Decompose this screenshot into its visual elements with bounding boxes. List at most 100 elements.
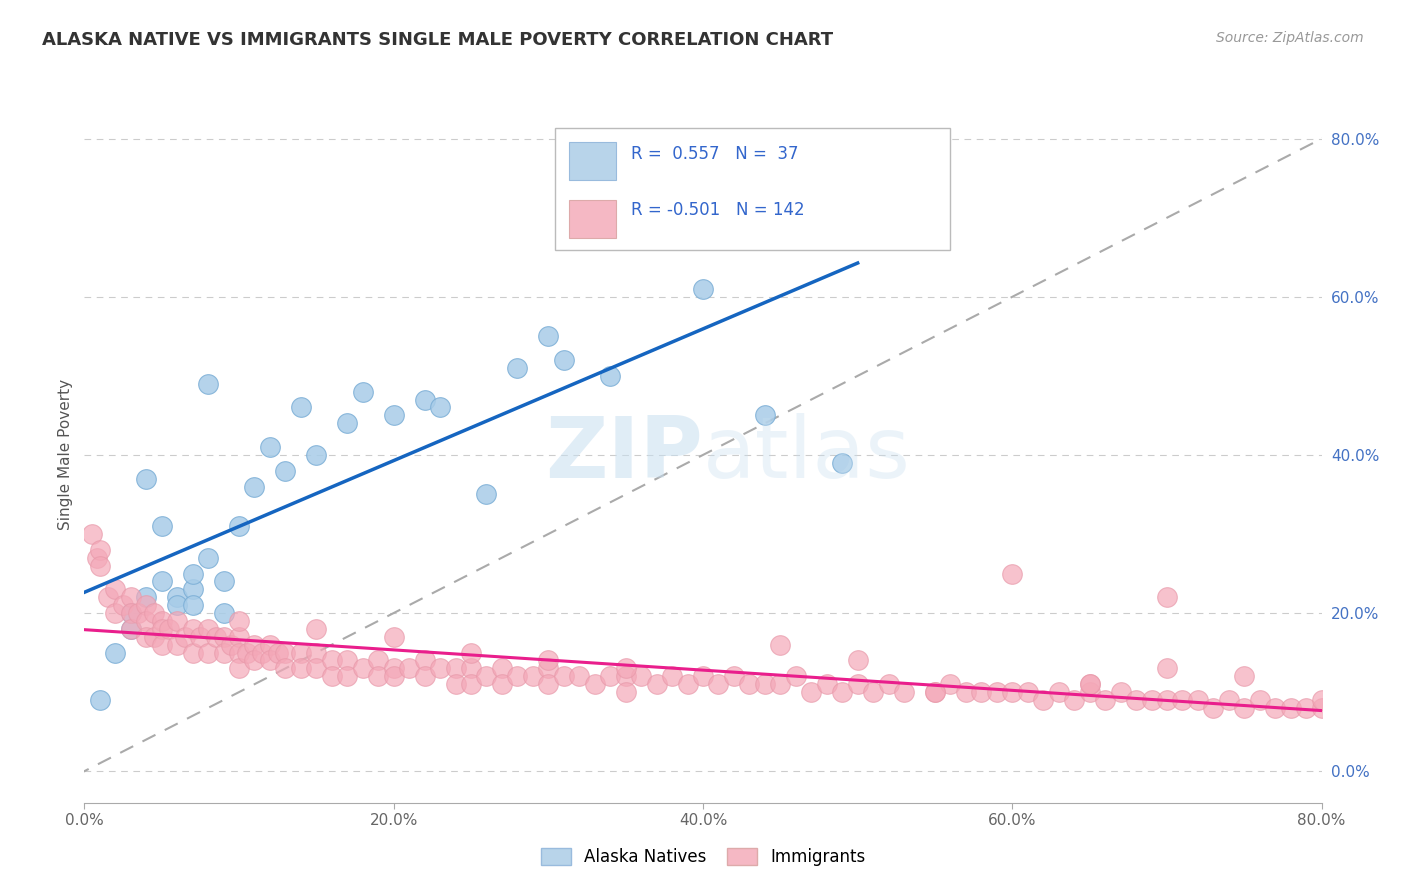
Point	[429, 661, 451, 675]
Point	[367, 653, 389, 667]
Point	[166, 598, 188, 612]
Point	[1109, 685, 1132, 699]
Point	[228, 519, 250, 533]
Point	[352, 384, 374, 399]
Point	[181, 566, 204, 581]
Text: ALASKA NATIVE VS IMMIGRANTS SINGLE MALE POVERTY CORRELATION CHART: ALASKA NATIVE VS IMMIGRANTS SINGLE MALE …	[42, 31, 834, 49]
Point	[583, 677, 606, 691]
Point	[846, 677, 869, 691]
Point	[614, 661, 637, 675]
Point	[1187, 693, 1209, 707]
Point	[228, 661, 250, 675]
Point	[1233, 701, 1256, 715]
Point	[491, 661, 513, 675]
Point	[143, 630, 166, 644]
Point	[252, 646, 274, 660]
Point	[181, 622, 204, 636]
Point	[815, 677, 838, 691]
Point	[112, 598, 135, 612]
Point	[382, 630, 405, 644]
Point	[150, 638, 173, 652]
Point	[1310, 701, 1333, 715]
Point	[1233, 669, 1256, 683]
Point	[205, 630, 228, 644]
Point	[754, 677, 776, 691]
Point	[460, 646, 482, 660]
Point	[692, 282, 714, 296]
Point	[1156, 661, 1178, 675]
Point	[831, 685, 853, 699]
Point	[212, 574, 235, 589]
Point	[135, 472, 157, 486]
Point	[86, 550, 108, 565]
Point	[1140, 693, 1163, 707]
Point	[1001, 566, 1024, 581]
Point	[159, 622, 181, 636]
Point	[97, 591, 120, 605]
Point	[723, 669, 745, 683]
Point	[1264, 701, 1286, 715]
Point	[197, 550, 219, 565]
Point	[831, 456, 853, 470]
Point	[290, 661, 312, 675]
Point	[738, 677, 761, 691]
Point	[181, 646, 204, 660]
Point	[89, 693, 111, 707]
Point	[444, 677, 467, 691]
Point	[236, 646, 259, 660]
Point	[893, 685, 915, 699]
Point	[228, 646, 250, 660]
Point	[846, 653, 869, 667]
Point	[676, 677, 699, 691]
Point	[120, 591, 142, 605]
Point	[769, 677, 792, 691]
Point	[970, 685, 993, 699]
Point	[537, 661, 560, 675]
Point	[267, 646, 290, 660]
Point	[290, 646, 312, 660]
Point	[630, 227, 652, 241]
Point	[135, 598, 157, 612]
Point	[197, 376, 219, 391]
Point	[104, 582, 127, 597]
Point	[614, 669, 637, 683]
Point	[120, 622, 142, 636]
Point	[553, 353, 575, 368]
Point	[120, 606, 142, 620]
Point	[221, 638, 243, 652]
Point	[1156, 693, 1178, 707]
Point	[321, 669, 343, 683]
Point	[197, 646, 219, 660]
Point	[321, 653, 343, 667]
Point	[522, 669, 544, 683]
FancyBboxPatch shape	[569, 200, 616, 238]
Point	[599, 368, 621, 383]
Point	[166, 638, 188, 652]
Point	[1078, 677, 1101, 691]
Point	[1125, 693, 1147, 707]
Point	[614, 685, 637, 699]
Point	[274, 646, 297, 660]
Point	[212, 630, 235, 644]
Point	[800, 685, 823, 699]
Point	[506, 669, 529, 683]
Point	[197, 622, 219, 636]
Point	[661, 669, 683, 683]
Point	[352, 661, 374, 675]
Point	[1001, 685, 1024, 699]
Point	[460, 661, 482, 675]
Point	[955, 685, 977, 699]
FancyBboxPatch shape	[554, 128, 950, 250]
Point	[537, 677, 560, 691]
Point	[1202, 701, 1225, 715]
Point	[1279, 701, 1302, 715]
Text: R = -0.501   N = 142: R = -0.501 N = 142	[631, 201, 804, 219]
Point	[150, 574, 173, 589]
Point	[553, 669, 575, 683]
Point	[506, 360, 529, 375]
Point	[1310, 693, 1333, 707]
Point	[274, 661, 297, 675]
Point	[645, 677, 668, 691]
Point	[939, 677, 962, 691]
Point	[212, 606, 235, 620]
